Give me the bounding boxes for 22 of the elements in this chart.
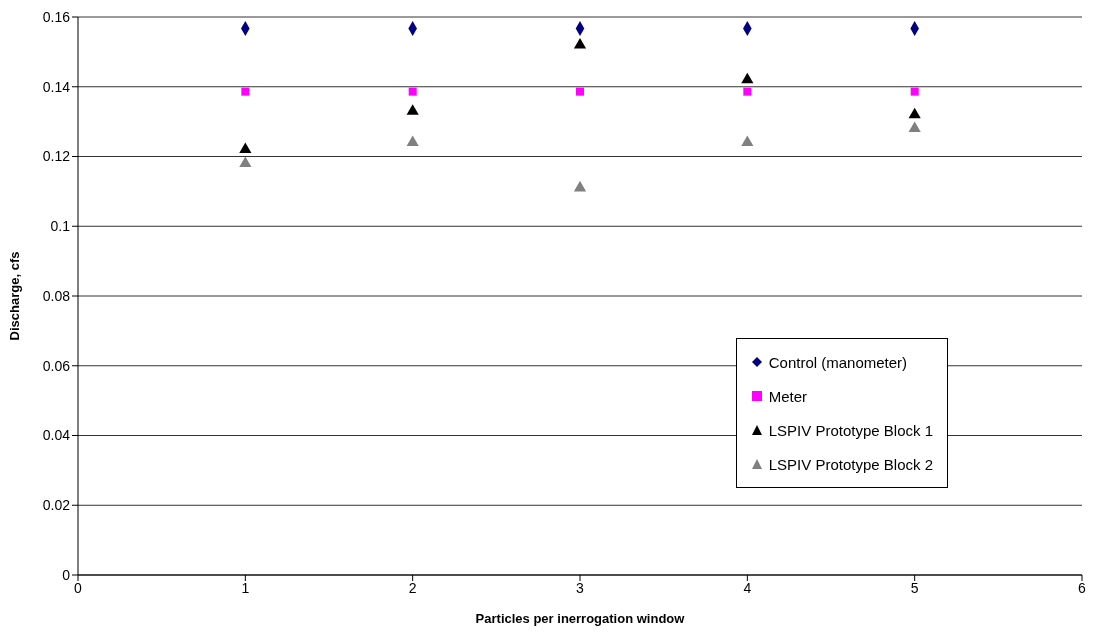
x-tick-label: 5 [910, 579, 919, 596]
y-tick-label: 0.12 [42, 148, 71, 165]
y-tick-label: 0.04 [42, 427, 71, 444]
x-tick-label: 2 [408, 579, 417, 596]
x-tick-label: 1 [241, 579, 250, 596]
x-tick-label: 3 [576, 579, 585, 596]
x-axis-title: Particles per inerrogation window [475, 611, 686, 626]
y-tick-label: 0.08 [42, 287, 71, 304]
legend-label: Control (manometer) [768, 353, 908, 371]
y-axis-title: Discharge, cfs [6, 251, 22, 341]
y-tick-label: 0.16 [42, 8, 71, 25]
y-tick-label: 0 [62, 566, 71, 583]
x-tick-label: 4 [743, 579, 752, 596]
legend-label: LSPIV Prototype Block 1 [768, 421, 933, 439]
x-tick-label: 6 [1078, 579, 1087, 596]
legend-label: Meter [768, 387, 808, 405]
y-tick-label: 0.1 [50, 218, 71, 235]
y-tick-label: 0.14 [42, 78, 71, 95]
y-tick-label: 0.06 [42, 357, 71, 374]
x-tick-label: 0 [74, 579, 83, 596]
y-tick-label: 0.02 [42, 497, 71, 514]
legend-label: LSPIV Prototype Block 2 [768, 455, 933, 473]
